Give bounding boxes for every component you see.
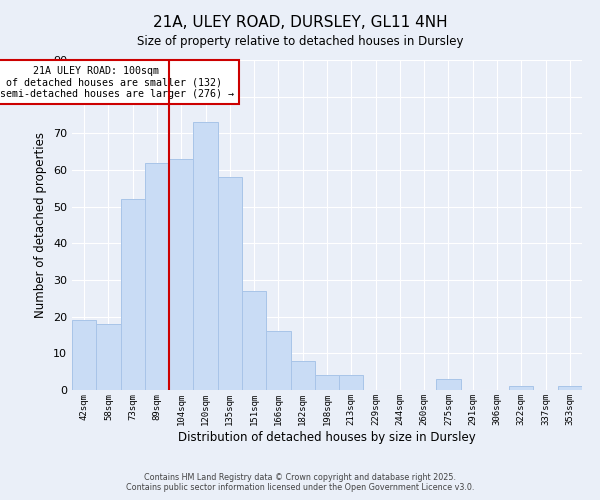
Bar [339, 376, 364, 390]
Bar [436, 379, 461, 390]
Bar [558, 386, 582, 390]
Bar [509, 386, 533, 390]
Bar [72, 320, 96, 390]
Bar [193, 122, 218, 390]
Bar [315, 376, 339, 390]
X-axis label: Distribution of detached houses by size in Dursley: Distribution of detached houses by size … [178, 430, 476, 444]
Bar [218, 178, 242, 390]
Y-axis label: Number of detached properties: Number of detached properties [34, 132, 47, 318]
Bar [242, 291, 266, 390]
Bar [290, 360, 315, 390]
Bar [169, 159, 193, 390]
Bar [266, 332, 290, 390]
Bar [145, 162, 169, 390]
Bar [121, 200, 145, 390]
Bar [96, 324, 121, 390]
Text: Contains HM Land Registry data © Crown copyright and database right 2025.
Contai: Contains HM Land Registry data © Crown c… [126, 473, 474, 492]
Text: 21A, ULEY ROAD, DURSLEY, GL11 4NH: 21A, ULEY ROAD, DURSLEY, GL11 4NH [152, 15, 448, 30]
Text: Size of property relative to detached houses in Dursley: Size of property relative to detached ho… [137, 35, 463, 48]
Text: 21A ULEY ROAD: 100sqm
← 32% of detached houses are smaller (132)
68% of semi-det: 21A ULEY ROAD: 100sqm ← 32% of detached … [0, 66, 234, 98]
